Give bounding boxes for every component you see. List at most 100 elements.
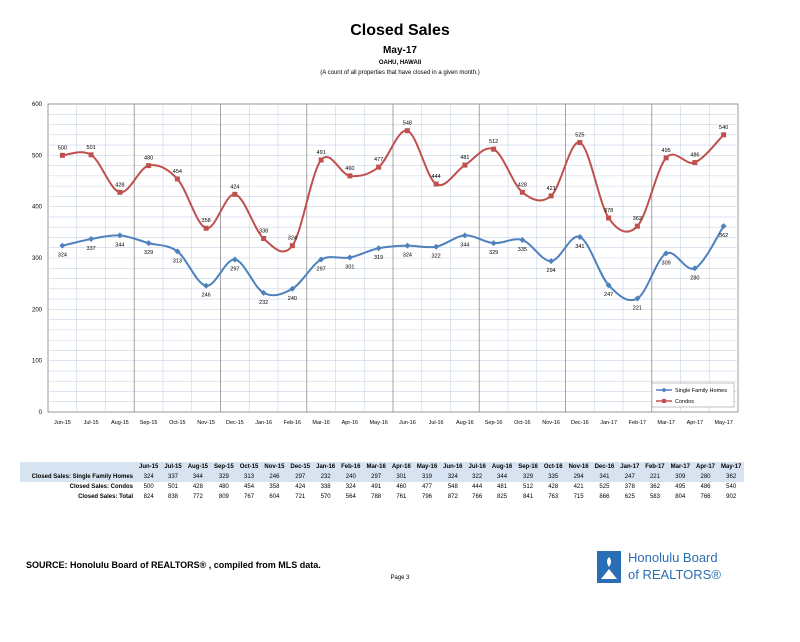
x-tick-label: Nov-15: [197, 420, 215, 426]
table-cell: 486: [700, 484, 711, 490]
table-column-header: Jan-16: [316, 464, 336, 470]
table-column-header: Sep-16: [518, 464, 538, 470]
table-cell: 329: [218, 474, 229, 480]
data-label-sfh: 280: [690, 275, 699, 281]
table-column-header: Feb-16: [341, 464, 361, 470]
x-tick-label: Jul-16: [429, 420, 444, 426]
table-cell: 280: [700, 474, 711, 480]
table-cell: 344: [192, 474, 203, 480]
data-point-sfh: [116, 232, 123, 239]
table-cell: 341: [599, 474, 610, 480]
x-tick-label: Feb-16: [284, 420, 301, 426]
table-column-header: Oct-16: [543, 464, 563, 470]
data-label-condo: 428: [518, 182, 527, 188]
data-point-condo: [548, 193, 554, 199]
table-column-header: Mar-17: [670, 464, 690, 470]
table-cell: 337: [168, 474, 179, 480]
data-label-sfh: 335: [518, 247, 527, 253]
table-cell: 246: [269, 474, 280, 480]
table-cell: 322: [472, 474, 483, 480]
table-cell: 625: [624, 494, 635, 500]
table-cell: 444: [472, 484, 483, 490]
table-cell: 763: [548, 494, 559, 500]
data-point-condo: [347, 173, 353, 179]
data-point-condo: [59, 152, 65, 158]
data-label-sfh: 247: [604, 292, 613, 298]
table-cell: 766: [472, 494, 483, 500]
table-cell: 338: [320, 484, 331, 490]
table-row: Closed Sales: Total 824 838 772 809 767 604 721…: [20, 492, 745, 502]
table-cell: 324: [447, 474, 458, 480]
table-cell: 480: [218, 484, 229, 490]
x-tick-label: Sep-15: [140, 420, 158, 426]
chart-title: Closed Sales: [350, 22, 450, 39]
honolulu-board-logo: [597, 551, 621, 583]
data-label-condo: 500: [58, 145, 67, 151]
data-point-sfh: [720, 223, 727, 230]
table-column-header: Jun-16: [443, 464, 463, 470]
table-row: Closed Sales: Condos 500 501 428 480 454 358 42…: [20, 482, 745, 492]
data-label-sfh: 246: [202, 293, 211, 299]
data-label-condo: 421: [547, 186, 556, 192]
data-label-condo: 540: [719, 125, 728, 131]
legend-label: Single Family Homes: [675, 388, 727, 394]
table-column-header: Apr-17: [695, 464, 715, 470]
table-cell: 460: [396, 484, 407, 490]
table-column-header: Dec-15: [290, 464, 311, 470]
data-point-sfh: [548, 258, 555, 265]
table-cell: 344: [497, 474, 508, 480]
table-column-header: Nov-15: [264, 464, 285, 470]
data-point-sfh: [461, 232, 468, 239]
table-column-header: Oct-15: [239, 464, 259, 470]
data-label-condo: 477: [374, 157, 383, 163]
table-cell: 319: [421, 474, 432, 480]
table-column-header: Aug-15: [187, 464, 209, 470]
table-cell: 421: [573, 484, 584, 490]
data-label-condo: 486: [690, 153, 699, 159]
table-cell: 221: [649, 474, 660, 480]
data-label-condo: 338: [259, 228, 268, 234]
data-point-condo: [146, 163, 152, 169]
table-column-header: Mar-16: [366, 464, 386, 470]
table-cell: 454: [244, 484, 255, 490]
table-cell: 838: [168, 494, 179, 500]
table-header-blank: [20, 462, 136, 472]
table-cell: 232: [320, 474, 331, 480]
table-cell: 491: [371, 484, 382, 490]
y-tick-label: 300: [32, 256, 43, 262]
data-label-condo: 444: [432, 174, 441, 180]
data-point-sfh: [88, 236, 95, 243]
x-tick-label: Mar-17: [657, 420, 674, 426]
table-cell: 788: [371, 494, 382, 500]
table-cell: 313: [244, 474, 255, 480]
table-cell: 761: [396, 494, 407, 500]
data-label-sfh: 337: [87, 246, 96, 252]
table-cell: 240: [345, 474, 356, 480]
data-label-condo: 548: [403, 121, 412, 127]
table-cell: 824: [143, 494, 154, 500]
data-label-sfh: 341: [575, 244, 584, 250]
chart-subtitle: May-17: [383, 45, 417, 56]
data-label-sfh: 319: [374, 255, 383, 261]
table-column-header: May-17: [721, 464, 742, 470]
data-point-sfh: [59, 242, 66, 249]
data-point-condo: [721, 132, 727, 138]
table-column-header: Sep-15: [214, 464, 234, 470]
x-tick-label: Feb-17: [629, 420, 646, 426]
legend-marker: [662, 399, 666, 403]
table-cell: 329: [523, 474, 534, 480]
table-cell: 548: [447, 484, 458, 490]
data-point-condo: [634, 223, 640, 229]
table-column-header: Jun-15: [139, 464, 159, 470]
data-point-condo: [174, 176, 180, 182]
data-label-sfh: 324: [403, 253, 412, 259]
data-point-sfh: [519, 237, 526, 244]
data-point-condo: [433, 181, 439, 187]
table-cell: 604: [269, 494, 280, 500]
data-label-condo: 378: [604, 208, 613, 214]
y-tick-label: 400: [32, 205, 43, 211]
table-cell: 825: [497, 494, 508, 500]
data-label-sfh: 362: [719, 233, 728, 239]
data-point-sfh: [634, 295, 641, 302]
logo-text-line1: Honolulu Board: [628, 550, 718, 565]
